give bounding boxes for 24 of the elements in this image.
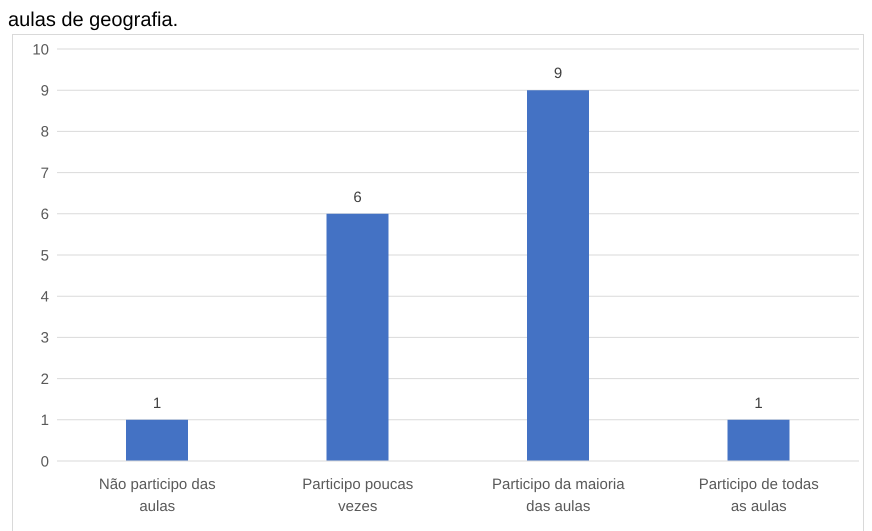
- y-tick-label: 2: [40, 370, 49, 388]
- bar: [728, 420, 790, 461]
- x-tick-label: Participo de todas as aulas: [698, 476, 819, 515]
- y-tick-label: 0: [40, 453, 49, 470]
- data-label: 1: [152, 394, 162, 412]
- y-tick-label: 4: [40, 288, 49, 306]
- data-label: 6: [353, 188, 362, 206]
- x-tick-label: Participo poucas vezes: [302, 476, 414, 515]
- bar: [527, 90, 589, 461]
- y-tick-label: 10: [32, 41, 49, 58]
- y-tick-label: 6: [40, 206, 49, 224]
- y-tick-label: 8: [40, 124, 49, 141]
- y-tick-label: 5: [40, 247, 49, 264]
- chart-title: aulas de geografia.: [8, 8, 178, 32]
- y-tick-label: 7: [40, 164, 49, 182]
- bar: [326, 214, 388, 461]
- data-label: 9: [554, 65, 562, 82]
- y-tick-label: 1: [40, 412, 49, 430]
- y-tick-label: 3: [40, 330, 49, 347]
- x-tick-label: Participo da maioria das aulas: [492, 476, 626, 515]
- y-tick-label: 9: [40, 82, 49, 100]
- bar: [126, 420, 188, 461]
- data-label: 1: [754, 394, 763, 412]
- x-tick-label: Não participo das aulas: [98, 476, 216, 515]
